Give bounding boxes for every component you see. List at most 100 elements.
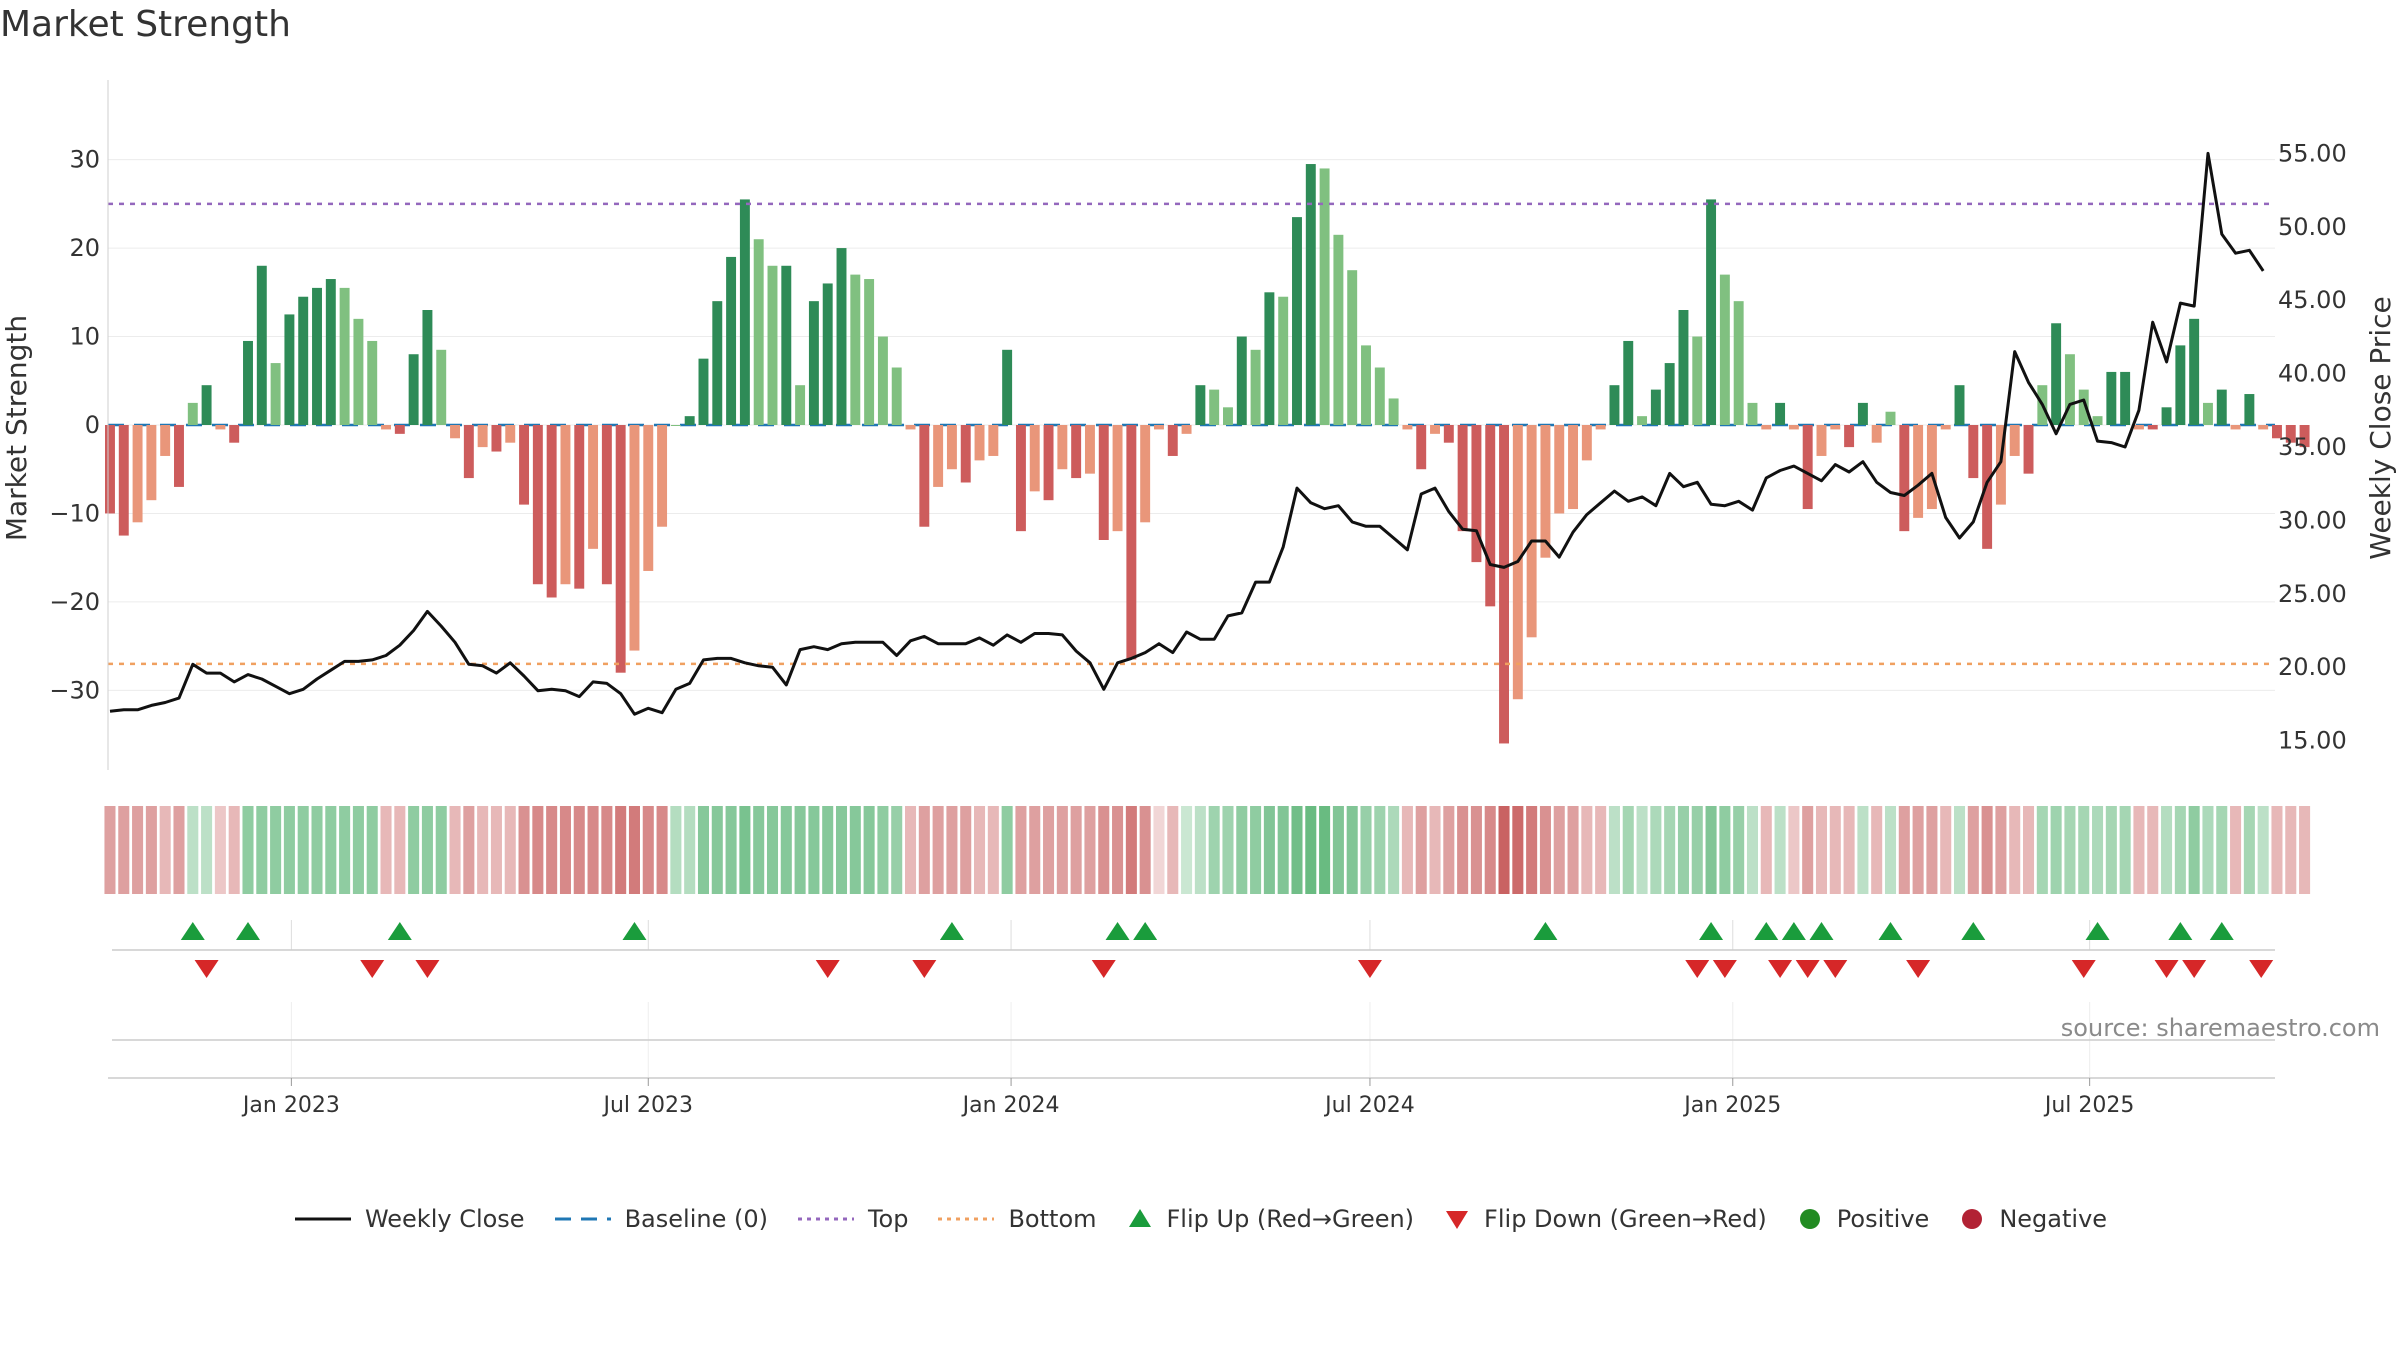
shading-cell	[1843, 806, 1855, 894]
shading-cell	[835, 806, 848, 894]
x-tick-label: Jul 2024	[1323, 1093, 1415, 1118]
shading-cell	[132, 806, 144, 894]
legend-item: Weekly Close	[293, 1205, 525, 1233]
y2-tick-label: 35.00	[2278, 433, 2347, 461]
strength-bar	[850, 274, 861, 425]
y-tick-label: 10	[69, 323, 100, 351]
strength-bar	[1278, 296, 1289, 425]
y2-tick-label: 40.00	[2278, 360, 2347, 388]
strength-bar	[2189, 318, 2200, 425]
strength-bar	[174, 425, 184, 487]
flip-down-marker	[815, 960, 840, 978]
flip-down-marker	[2182, 960, 2207, 978]
shading-cell	[642, 806, 654, 894]
shading-cell	[2036, 806, 2048, 894]
shading-cell	[2243, 806, 2255, 894]
legend-label: Flip Up (Red→Green)	[1166, 1205, 1415, 1233]
strength-bar	[988, 425, 999, 456]
strength-bar	[2161, 407, 2172, 425]
flip-down-marker	[1795, 960, 1820, 978]
shading-cell	[1595, 806, 1607, 894]
shading-cell	[2119, 806, 2131, 894]
y2-tick-label: 15.00	[2278, 727, 2347, 755]
shading-cell	[2285, 806, 2297, 894]
strength-bar	[1223, 407, 1233, 425]
strength-bar	[1802, 425, 1813, 510]
flip-up-marker	[1961, 922, 1986, 940]
shading-cell	[1498, 806, 1510, 894]
strength-bar	[1416, 425, 1427, 470]
shading-cell	[849, 806, 861, 894]
shading-cell	[960, 806, 972, 894]
strength-bar	[2120, 371, 2131, 425]
strength-bar	[2216, 389, 2227, 425]
y2-tick-label: 30.00	[2278, 506, 2347, 534]
flip-up-marker	[180, 922, 205, 940]
strength-bar	[2078, 389, 2089, 425]
strength-bar	[1954, 385, 1965, 425]
flip-up-marker	[2085, 922, 2110, 940]
strength-bar	[463, 425, 474, 479]
strength-bar	[132, 425, 143, 523]
strength-bar	[781, 265, 792, 425]
strength-bar	[1195, 385, 1206, 425]
y2-tick-label: 45.00	[2278, 286, 2347, 314]
strength-bar	[312, 287, 322, 425]
shading-cell	[2271, 806, 2283, 894]
strength-bar	[1857, 402, 1868, 425]
shading-cell	[1001, 806, 1013, 894]
strength-bar	[808, 301, 819, 425]
flip-down-marker	[415, 960, 440, 978]
strength-bar	[146, 425, 157, 501]
shading-cell	[1912, 806, 1924, 894]
shading-cell	[1829, 806, 1841, 894]
shading-cell	[974, 806, 986, 894]
flip-down-marker	[2154, 960, 2179, 978]
shading-cell	[532, 806, 544, 894]
line-dashed-icon	[554, 1217, 611, 1221]
strength-bars	[105, 164, 2310, 744]
strength-bar	[767, 265, 778, 425]
strength-bar	[118, 425, 129, 536]
strength-bar	[243, 340, 253, 425]
shading-cell	[352, 806, 364, 894]
shading-cell	[228, 806, 240, 894]
strength-bar	[450, 425, 461, 439]
shading-cell	[1705, 806, 1717, 894]
strength-bar	[836, 248, 847, 425]
shading-cell	[1981, 806, 1993, 894]
shading-cell	[2230, 806, 2242, 894]
strength-bar	[160, 425, 171, 456]
strength-bar	[1637, 416, 1648, 425]
strength-bar	[201, 385, 212, 425]
shading-cell	[794, 806, 806, 894]
strength-bar	[1926, 425, 1937, 510]
chart-title: Market Strength	[0, 4, 291, 45]
strength-bar	[933, 425, 944, 487]
strength-bar	[1554, 425, 1565, 514]
strength-bar	[684, 416, 695, 425]
y2-tick-label: 20.00	[2278, 653, 2347, 681]
legend-swatch	[1446, 1211, 1469, 1229]
strength-bar	[2230, 425, 2241, 430]
flip-up-marker	[1878, 922, 1903, 940]
strength-bar	[1043, 425, 1054, 501]
shading-cell	[394, 806, 406, 894]
strength-bar	[284, 314, 295, 425]
legend-label: Top	[867, 1205, 909, 1233]
strength-bar	[712, 301, 723, 425]
strength-bar	[1830, 425, 1841, 430]
shading-cell	[1953, 806, 1966, 894]
shading-cell	[1208, 806, 1220, 894]
flip-down-marker	[1768, 960, 1793, 978]
shading-cell	[1484, 806, 1496, 894]
strength-bar	[1995, 425, 2006, 505]
legend-label: Positive	[1836, 1205, 1930, 1233]
shading-cell	[1608, 806, 1620, 894]
legend-swatch	[1799, 1209, 1820, 1229]
shading-cell	[283, 806, 295, 894]
strength-bar	[2285, 425, 2296, 443]
shading-cell	[573, 806, 585, 894]
strength-bar	[1844, 425, 1855, 448]
legend-item: Negative	[1957, 1205, 2107, 1233]
